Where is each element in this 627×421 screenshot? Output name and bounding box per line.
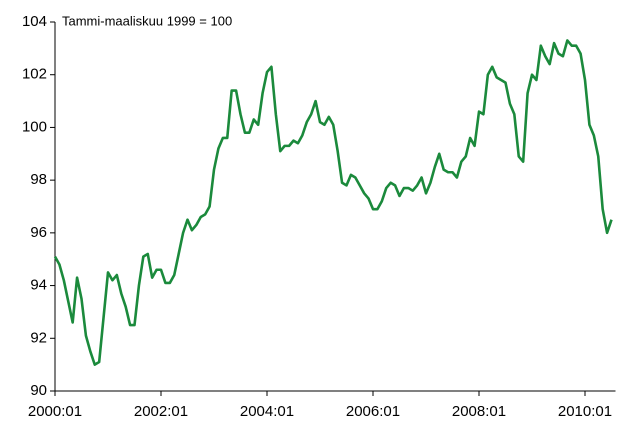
y-tick-label: 90 — [30, 382, 47, 399]
x-tick-label: 2006:01 — [346, 403, 400, 420]
y-tick-label: 98 — [30, 171, 47, 188]
x-tick-label: 2010:01 — [558, 403, 612, 420]
data-line — [53, 39, 613, 366]
y-tick-label: 100 — [22, 118, 47, 135]
y-tick-label: 104 — [22, 13, 47, 30]
y-tick-label: 94 — [30, 277, 47, 294]
x-tick-label: 2000:01 — [28, 403, 82, 420]
y-tick-label: 102 — [22, 66, 47, 83]
y-tick-label: 96 — [30, 224, 47, 241]
y-tick-label: 92 — [30, 329, 47, 346]
x-tick-label: 2002:01 — [134, 403, 188, 420]
x-tick-label: 2008:01 — [452, 403, 506, 420]
x-tick-label: 2004:01 — [240, 403, 294, 420]
chart-subtitle: Tammi-maaliskuu 1999 = 100 — [62, 13, 232, 28]
